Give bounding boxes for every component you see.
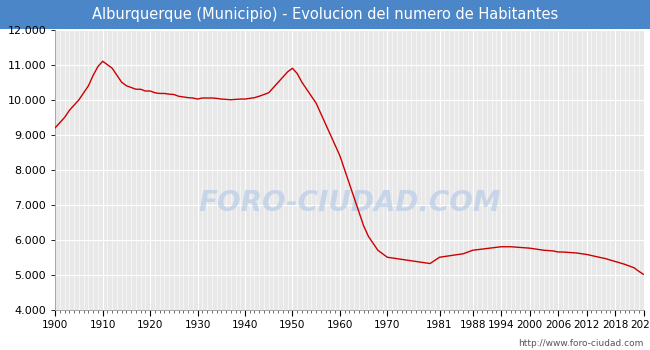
Text: http://www.foro-ciudad.com: http://www.foro-ciudad.com bbox=[518, 339, 644, 348]
Text: Alburquerque (Municipio) - Evolucion del numero de Habitantes: Alburquerque (Municipio) - Evolucion del… bbox=[92, 7, 558, 22]
Text: FORO-CIUDAD.COM: FORO-CIUDAD.COM bbox=[198, 189, 500, 217]
